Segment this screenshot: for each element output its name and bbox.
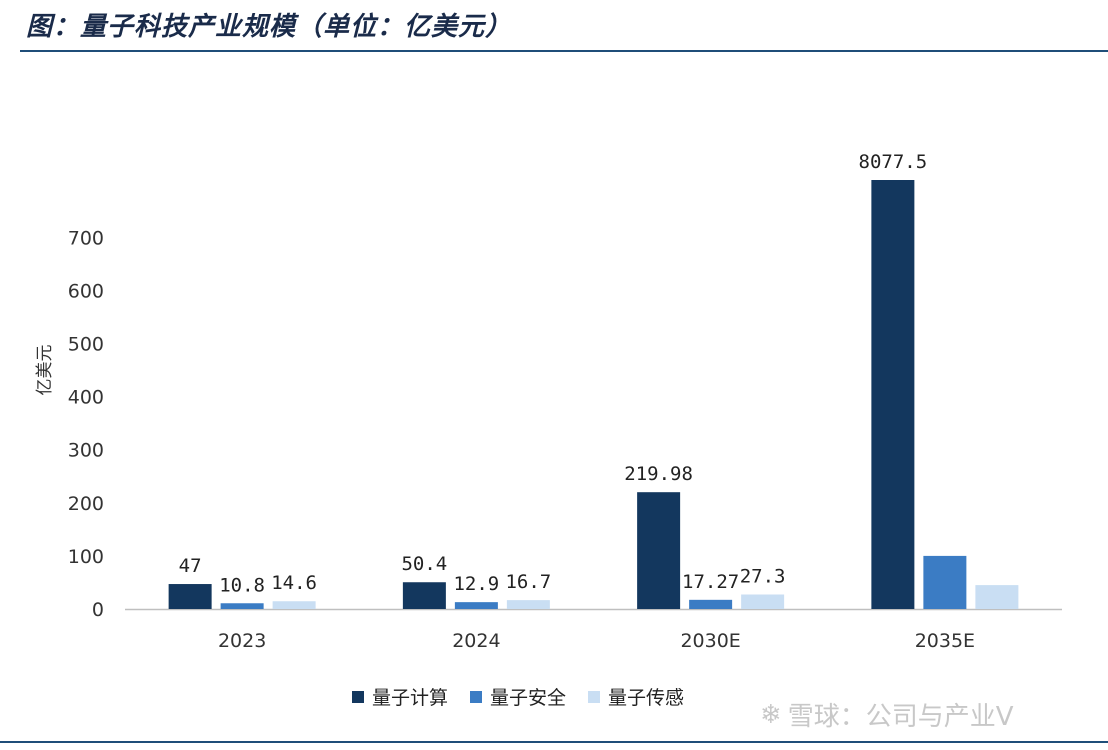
legend-swatch-series-1 xyxy=(470,690,483,703)
snowball-logo-icon: ❄ xyxy=(760,699,782,730)
data-label-0-2: 219.98 xyxy=(624,463,693,485)
y-tick-label: 500 xyxy=(68,334,104,356)
x-tick-label: 2023 xyxy=(218,630,266,652)
bar-0-2 xyxy=(637,492,681,609)
legend: 量子计算 量子安全 量子传感 xyxy=(352,683,684,710)
y-tick-label: 100 xyxy=(68,546,104,568)
y-tick-label: 200 xyxy=(68,493,104,515)
legend-item-series-1: 量子安全 xyxy=(470,683,566,710)
y-tick-label: 0 xyxy=(92,599,104,621)
bar-1-0 xyxy=(220,603,264,609)
data-label-0-0: 47 xyxy=(179,555,202,577)
bar-1-1 xyxy=(454,602,498,609)
legend-swatch-series-2 xyxy=(588,690,601,703)
y-tick-label: 400 xyxy=(68,387,104,409)
bar-0-3 xyxy=(871,180,915,609)
watermark: ❄ 雪球：公司与产业V xyxy=(760,696,1014,733)
y-tick-label: 300 xyxy=(68,440,104,462)
data-label-2-2: 27.3 xyxy=(740,566,786,588)
data-label-0-3: 8077.5 xyxy=(859,151,928,173)
chart-title: 图：量子科技产业规模（单位：亿美元） xyxy=(26,12,513,42)
bar-2-1 xyxy=(506,600,550,609)
x-tick-label: 2024 xyxy=(452,630,500,652)
watermark-text: 雪球：公司与产业V xyxy=(787,702,1014,732)
legend-swatch-series-0 xyxy=(352,690,364,703)
bar-chart: 0 100 200 300 400 500 600 700 亿美元 47 10.8 14.6 2023 5… xyxy=(35,151,1062,652)
y-tick-label: 600 xyxy=(68,280,104,302)
bar-0-0 xyxy=(168,584,212,609)
data-label-1-1: 12.9 xyxy=(453,573,499,595)
bar-2-0 xyxy=(272,601,316,609)
bar-1-3 xyxy=(923,555,967,609)
data-label-1-2: 17.27 xyxy=(682,571,739,593)
data-label-2-0: 14.6 xyxy=(271,572,317,594)
y-axis-label: 亿美元 xyxy=(35,345,55,396)
legend-item-series-2: 量子传感 xyxy=(588,683,684,710)
x-tick-label: 2035E xyxy=(915,630,975,652)
bar-1-2 xyxy=(689,599,733,609)
header-rule xyxy=(20,50,1108,52)
bar-2-2 xyxy=(741,594,785,609)
legend-label-series-2: 量子传感 xyxy=(608,687,685,709)
data-label-2-1: 16.7 xyxy=(505,571,551,593)
data-label-0-1: 50.4 xyxy=(401,553,447,575)
footer-rule xyxy=(0,741,1108,743)
legend-item-series-0: 量子计算 xyxy=(352,683,448,710)
y-tick-label: 700 xyxy=(68,227,104,249)
legend-label-series-1: 量子安全 xyxy=(490,687,567,709)
bar-0-1 xyxy=(402,582,446,609)
bar-2-3 xyxy=(975,585,1019,609)
data-label-1-0: 10.8 xyxy=(219,574,265,596)
x-tick-label: 2030E xyxy=(680,630,740,652)
legend-label-series-0: 量子计算 xyxy=(372,687,449,709)
